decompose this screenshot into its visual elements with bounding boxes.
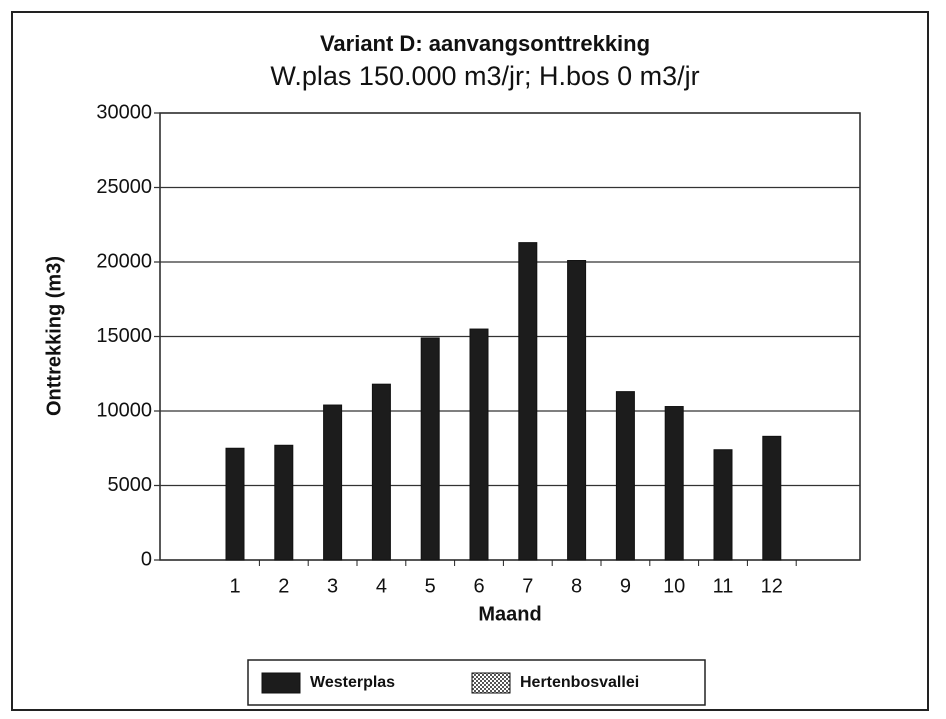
legend-label: Westerplas: [310, 674, 395, 691]
y-tick-label: 30000: [96, 101, 152, 123]
bar: [274, 444, 294, 561]
chart-subtitle: W.plas 150.000 m3/jr; H.bos 0 m3/jr: [270, 61, 699, 91]
x-tick-label: 4: [376, 575, 387, 597]
y-tick-label: 0: [141, 548, 152, 570]
legend-swatch: [261, 672, 301, 694]
x-tick-label: 12: [761, 575, 783, 597]
x-tick-label: 1: [229, 575, 240, 597]
x-tick-label: 6: [473, 575, 484, 597]
y-tick-label: 20000: [96, 250, 152, 272]
x-tick-label: 10: [663, 575, 685, 597]
bar: [762, 435, 782, 561]
bar: [615, 391, 635, 561]
chart-title: Variant D: aanvangsonttrekking: [320, 31, 650, 56]
bar: [469, 328, 489, 561]
y-axis-label: Onttrekking (m3): [43, 256, 65, 416]
legend-label: Hertenbosvallei: [520, 674, 639, 691]
bar: [371, 383, 391, 561]
x-axis-label: Maand: [478, 603, 541, 625]
y-tick-label: 15000: [96, 325, 152, 347]
x-tick-label: 9: [620, 575, 631, 597]
x-tick-label: 2: [278, 575, 289, 597]
y-tick-label: 25000: [96, 176, 152, 198]
bar: [713, 449, 733, 561]
x-tick-label: 5: [425, 575, 436, 597]
x-tick-label: 7: [522, 575, 533, 597]
y-tick-label: 10000: [96, 399, 152, 421]
legend-swatch: [471, 672, 511, 694]
bar: [323, 404, 343, 561]
legend: [247, 659, 706, 706]
bar: [567, 260, 587, 561]
frame: [11, 11, 929, 711]
bar: [420, 337, 440, 561]
x-tick-label: 3: [327, 575, 338, 597]
bar: [225, 447, 245, 561]
x-tick-label: 8: [571, 575, 582, 597]
bar: [518, 242, 538, 561]
y-tick-label: 5000: [108, 474, 153, 496]
x-tick-label: 11: [713, 575, 734, 597]
bar: [664, 406, 684, 561]
